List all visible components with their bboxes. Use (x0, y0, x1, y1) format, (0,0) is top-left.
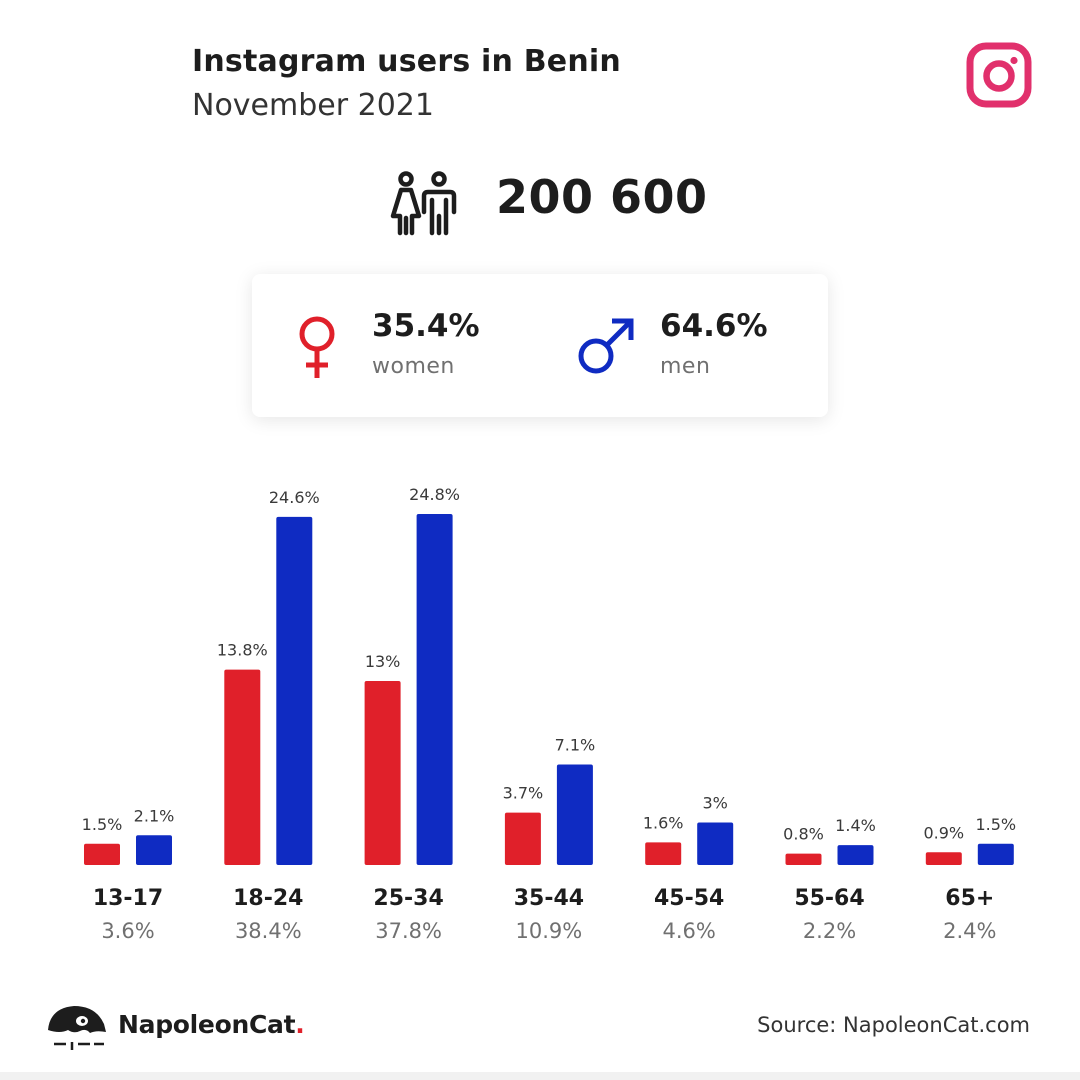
data-label: 24.6% (269, 488, 320, 507)
brand-dot: . (295, 1010, 305, 1039)
group-total-label: 4.6% (663, 919, 716, 943)
age-distribution-chart: 1.5% 2.1% 13-17 3.6% 13.8% 24.6% 18-24 38.4% 13%… (82, 485, 1016, 943)
bar-65+-series-1 (977, 843, 1014, 865)
instagram-icon (966, 42, 1032, 108)
data-label: 0.9% (923, 823, 964, 842)
group-total-label: 2.2% (803, 919, 856, 943)
page-subtitle: November 2021 (192, 88, 434, 123)
people-icon (390, 171, 457, 236)
flag-yellow-stripe (96, 46, 168, 86)
women-percentage: 35.4% (372, 308, 480, 344)
category-label: 45-54 (654, 886, 724, 911)
category-label: 25-34 (373, 886, 443, 911)
data-label: 1.5% (82, 815, 123, 834)
total-users-value: 200 600 (496, 170, 708, 224)
data-label: 1.6% (643, 813, 684, 832)
napoleoncat-logo-icon (48, 1006, 106, 1050)
category-label: 18-24 (233, 886, 303, 911)
brand-name-text: NapoleonCat (118, 1010, 296, 1039)
bar-25-34-series-1 (416, 514, 453, 865)
group-total-label: 10.9% (516, 919, 583, 943)
category-label: 55-64 (794, 886, 864, 911)
bar-13-17-series-0 (84, 843, 120, 865)
bar-25-34-series-0 (364, 681, 401, 865)
bottom-strip (0, 1072, 1080, 1080)
bar-55-64-series-0 (785, 853, 822, 865)
male-icon (578, 318, 634, 374)
bar-45-54-series-1 (697, 822, 734, 865)
bar-35-44-series-1 (556, 764, 593, 865)
category-label: 13-17 (93, 886, 163, 911)
data-label: 13% (365, 652, 401, 671)
data-label: 13.8% (217, 641, 268, 660)
flag-green-stripe (48, 46, 96, 126)
category-label: 35-44 (514, 886, 584, 911)
female-icon (299, 316, 335, 378)
group-total-label: 37.8% (375, 919, 442, 943)
bar-55-64-series-1 (837, 845, 874, 865)
data-label: 2.1% (134, 806, 175, 825)
data-label: 24.8% (409, 485, 460, 504)
group-total-label: 38.4% (235, 919, 302, 943)
bar-18-24-series-0 (224, 669, 261, 865)
bar-65+-series-0 (925, 852, 962, 865)
data-label: 1.5% (975, 815, 1016, 834)
group-total-label: 2.4% (943, 919, 996, 943)
men-label: men (660, 354, 711, 379)
page-title: Instagram users in Benin (192, 44, 621, 79)
category-label: 65+ (945, 886, 994, 911)
group-total-label: 3.6% (101, 919, 154, 943)
women-label: women (372, 354, 455, 379)
data-label: 3.7% (503, 784, 544, 803)
bar-18-24-series-1 (276, 516, 313, 865)
data-label: 0.8% (783, 825, 824, 844)
bar-45-54-series-0 (645, 842, 682, 865)
benin-flag-icon (48, 46, 168, 126)
brand-name: NapoleonCat. (118, 1010, 305, 1039)
gender-split-card: 35.4% women 64.6% men (252, 274, 828, 417)
men-percentage: 64.6% (660, 308, 768, 344)
bar-35-44-series-0 (504, 812, 541, 865)
source-credit: Source: NapoleonCat.com (757, 1013, 1030, 1037)
data-label: 3% (703, 794, 728, 813)
data-label: 7.1% (555, 736, 596, 755)
bar-13-17-series-1 (136, 835, 172, 865)
flag-red-stripe (96, 86, 168, 126)
data-label: 1.4% (835, 816, 876, 835)
